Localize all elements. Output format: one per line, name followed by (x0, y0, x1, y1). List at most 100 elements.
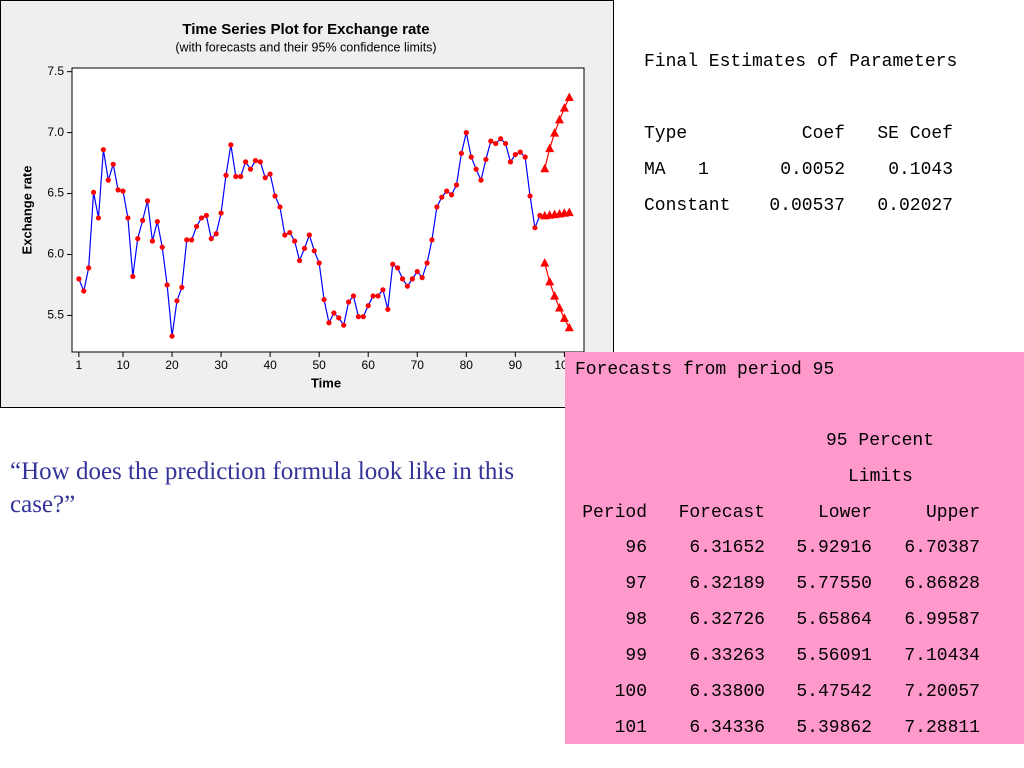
marker (169, 333, 175, 339)
cell: 0.02027 (877, 196, 953, 216)
x-tick-label: 50 (312, 358, 326, 372)
marker (540, 258, 550, 267)
marker (135, 236, 141, 242)
marker (564, 207, 574, 217)
marker (247, 166, 254, 172)
column-header: Lower (817, 503, 872, 523)
marker (395, 265, 401, 271)
marker (306, 232, 312, 238)
marker (184, 237, 190, 243)
marker (110, 161, 116, 167)
marker (468, 154, 474, 160)
marker (554, 303, 564, 312)
marker (512, 151, 518, 158)
column-header: Forecast (678, 503, 765, 523)
marker (478, 177, 484, 183)
marker (493, 140, 499, 147)
marker (483, 156, 489, 163)
y-tick-label: 6.5 (47, 186, 64, 200)
marker (380, 287, 386, 293)
cell: 97 (625, 574, 647, 594)
cell: 5.47542 (796, 682, 872, 702)
marker (404, 283, 411, 289)
marker (345, 299, 352, 305)
marker (370, 293, 376, 299)
marker (105, 177, 111, 183)
marker (144, 198, 151, 204)
x-tick-label: 60 (362, 358, 376, 372)
marker (95, 215, 102, 221)
marker (424, 260, 430, 266)
cell: 5.92916 (796, 538, 872, 558)
y-tick-label: 7.0 (47, 125, 64, 139)
table-title: Forecasts from period 95 (575, 360, 835, 380)
marker (233, 173, 239, 180)
marker (282, 232, 288, 238)
column-header: SE Coef (877, 124, 953, 144)
column-header: Period (582, 503, 647, 523)
marker (360, 314, 366, 320)
y-axis-label: Exchange rate (19, 166, 34, 255)
cell: 6.32726 (689, 610, 765, 630)
marker (545, 143, 555, 153)
marker (517, 149, 523, 155)
marker (287, 229, 293, 236)
x-tick-label: 10 (116, 358, 130, 372)
marker (545, 276, 555, 286)
marker (559, 103, 569, 112)
x-tick-label: 40 (263, 358, 277, 372)
marker (174, 298, 180, 304)
marker (164, 282, 170, 288)
x-tick-label: 30 (214, 358, 228, 372)
x-tick-label: 70 (411, 358, 425, 372)
plot-area (71, 67, 585, 353)
x-axis-label: Time (311, 375, 341, 390)
column-header: Type (644, 124, 688, 144)
marker (238, 173, 244, 180)
marker (559, 313, 569, 322)
cell: 5.39862 (796, 718, 872, 738)
marker (550, 291, 560, 300)
cell: 98 (625, 610, 647, 630)
x-tick-label: 20 (165, 358, 179, 372)
marker (115, 187, 121, 193)
cell: 6.34336 (689, 718, 765, 738)
marker (453, 182, 460, 188)
question: “How does the prediction formula look li… (10, 458, 515, 518)
marker (409, 276, 415, 282)
cell: Constant (644, 196, 731, 216)
marker (267, 171, 273, 177)
marker (228, 142, 234, 148)
marker (434, 204, 440, 210)
marker (203, 212, 209, 219)
cell: 6.99587 (904, 610, 980, 630)
cell: 6.33263 (689, 646, 765, 666)
cell: 6.31652 (689, 538, 765, 558)
marker (292, 238, 298, 244)
marker (193, 223, 200, 230)
cell: 6.33800 (689, 682, 765, 702)
cell: 7.10434 (904, 646, 980, 666)
cell: 6.32189 (689, 574, 765, 594)
marker (390, 261, 396, 267)
cell: 6.86828 (904, 574, 980, 594)
cell: 0.0052 (780, 160, 845, 180)
marker (532, 225, 538, 231)
marker (76, 276, 82, 282)
column-header: Coef (801, 124, 845, 144)
marker (522, 154, 528, 160)
marker (365, 303, 371, 309)
marker (355, 314, 362, 320)
marker (149, 238, 156, 244)
cell: 96 (625, 538, 647, 558)
cell: 100 (614, 682, 647, 702)
header-group: Limits (848, 467, 913, 487)
marker (341, 322, 347, 328)
marker (444, 188, 450, 194)
marker (419, 275, 425, 281)
marker (458, 150, 464, 156)
marker (252, 158, 259, 164)
cell: 101 (614, 718, 647, 738)
marker (154, 218, 160, 225)
